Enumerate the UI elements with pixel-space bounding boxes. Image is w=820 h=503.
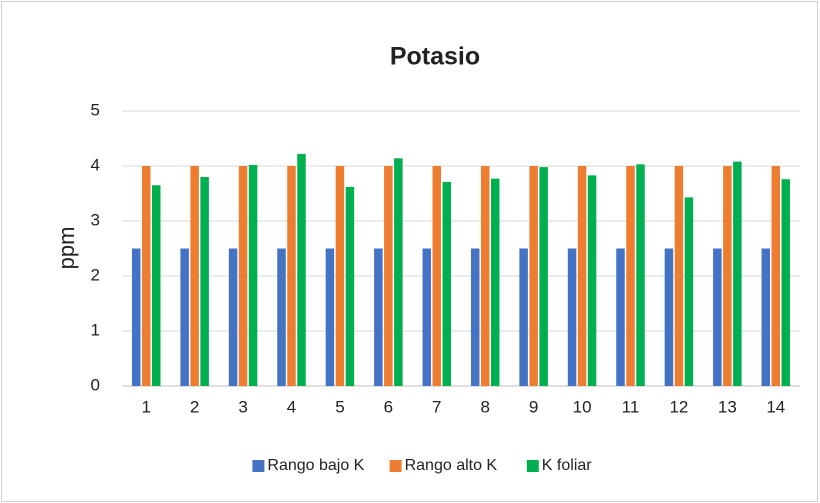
y-tick-label: 5 — [91, 100, 100, 119]
bar — [480, 166, 490, 386]
bar — [519, 248, 528, 386]
bar — [141, 166, 151, 386]
bar — [287, 166, 296, 386]
bar — [248, 164, 258, 386]
bar — [394, 158, 403, 386]
x-tick-label: 10 — [573, 397, 592, 416]
y-tick-label: 4 — [91, 155, 100, 174]
bar — [761, 248, 771, 386]
legend-swatch — [252, 460, 265, 472]
x-tick-label: 7 — [432, 397, 441, 416]
bar — [567, 248, 577, 386]
legend-swatch — [526, 460, 539, 472]
bar — [587, 175, 597, 386]
x-tick-label: 11 — [622, 397, 640, 416]
x-tick-label: 13 — [718, 397, 737, 416]
bar — [422, 248, 432, 386]
legend-swatch — [389, 460, 402, 472]
bar — [626, 166, 635, 386]
bar — [723, 166, 732, 386]
y-tick-label: 0 — [91, 375, 100, 394]
bar — [636, 164, 645, 386]
x-tick-label: 8 — [480, 397, 489, 416]
bar — [674, 166, 684, 386]
bar — [490, 178, 500, 386]
bar — [277, 248, 286, 386]
legend-label: Rango bajo K — [267, 457, 364, 474]
bar — [228, 248, 238, 386]
x-tick-label: 9 — [529, 397, 538, 416]
bar — [384, 166, 393, 386]
bar — [713, 248, 722, 386]
y-tick-label: 2 — [91, 265, 100, 284]
bar — [577, 166, 587, 386]
bar — [345, 186, 355, 386]
bar — [771, 166, 781, 386]
bar — [529, 166, 538, 386]
bar — [733, 161, 742, 386]
legend-label: Rango alto K — [405, 457, 498, 474]
y-tick-label: 3 — [91, 210, 100, 229]
bar — [664, 248, 674, 386]
y-tick-label: 1 — [91, 320, 100, 339]
bar — [180, 248, 189, 386]
bar — [432, 166, 442, 386]
bar — [151, 185, 161, 386]
bar — [684, 197, 694, 386]
bar — [781, 179, 791, 386]
x-tick-label: 4 — [287, 397, 296, 416]
x-tick-label: 14 — [766, 397, 785, 416]
bar — [374, 248, 383, 386]
x-tick-label: 1 — [141, 397, 150, 416]
x-tick-label: 3 — [238, 397, 247, 416]
bar — [335, 166, 345, 386]
legend-label: K foliar — [542, 457, 592, 474]
bar — [190, 166, 199, 386]
bar — [442, 181, 452, 386]
bar — [238, 166, 248, 386]
x-tick-label: 6 — [384, 397, 393, 416]
bar — [616, 248, 625, 386]
bar — [539, 167, 548, 386]
chart-title: Potasio — [390, 43, 480, 71]
x-tick-label: 5 — [335, 397, 344, 416]
bar — [131, 248, 141, 386]
y-axis-label: ppm — [54, 227, 79, 270]
x-tick-label: 2 — [190, 397, 199, 416]
bar — [297, 153, 306, 386]
x-tick-label: 12 — [669, 397, 688, 416]
bar — [200, 177, 209, 386]
bar — [325, 248, 335, 386]
bar — [470, 248, 480, 386]
